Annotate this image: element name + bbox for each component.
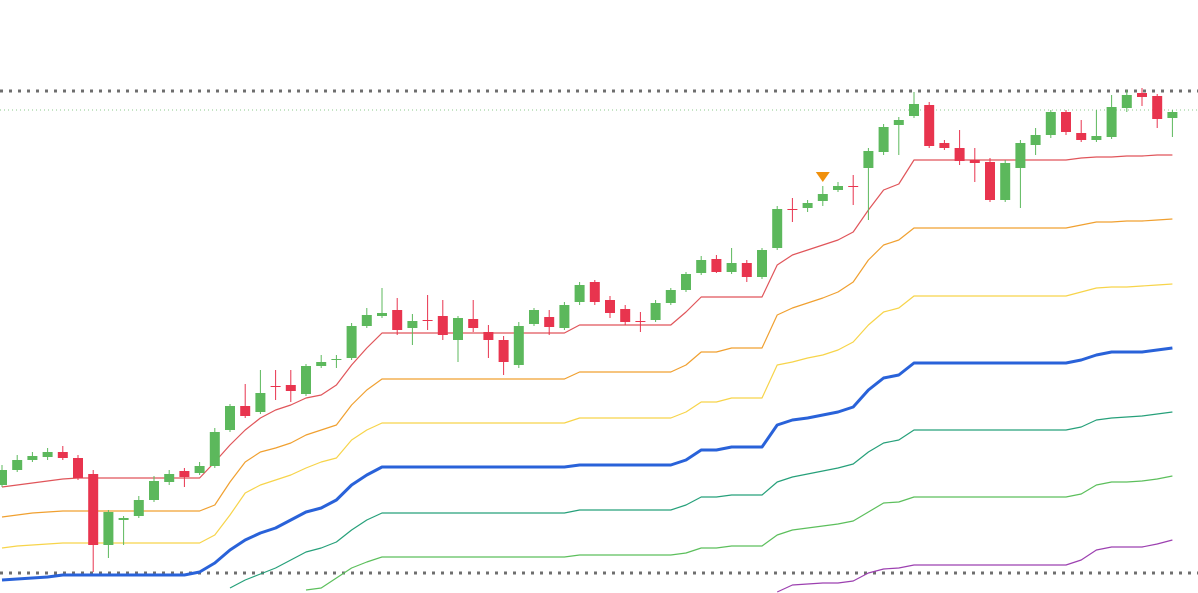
signal-marker bbox=[815, 172, 830, 182]
candle-body bbox=[133, 500, 144, 516]
candle-body bbox=[331, 359, 342, 360]
candle-body bbox=[422, 320, 433, 321]
candle-body bbox=[1167, 112, 1178, 118]
candle-body bbox=[27, 456, 38, 460]
indicator-line bbox=[229, 411, 1173, 589]
candle-body bbox=[513, 326, 524, 365]
candle-body bbox=[529, 310, 539, 324]
candle-body bbox=[893, 120, 904, 125]
candle-body bbox=[665, 290, 676, 303]
candle-body bbox=[1076, 133, 1087, 140]
candle-body bbox=[12, 460, 23, 470]
candle-body bbox=[453, 318, 463, 340]
candle-body bbox=[316, 362, 327, 366]
candle-body bbox=[969, 160, 980, 163]
candle-body bbox=[301, 366, 311, 394]
candle-body bbox=[240, 406, 251, 416]
candle-body bbox=[270, 386, 281, 387]
candle-body bbox=[787, 209, 798, 210]
candle-body bbox=[164, 474, 175, 482]
indicator-line bbox=[1, 283, 1173, 549]
candle-body bbox=[73, 458, 83, 478]
candle-body bbox=[757, 250, 767, 277]
candle-body bbox=[118, 518, 129, 520]
indicator-line bbox=[1, 346, 1173, 582]
candle-body bbox=[225, 406, 235, 430]
candle-body bbox=[1000, 163, 1011, 200]
candle-body bbox=[88, 474, 99, 545]
candle-body bbox=[179, 471, 190, 477]
candle-body bbox=[878, 127, 889, 152]
candle-body bbox=[255, 393, 266, 412]
candle-body bbox=[1152, 96, 1163, 119]
candle-body bbox=[407, 321, 418, 328]
candle-body bbox=[377, 313, 387, 316]
candle-body bbox=[711, 259, 722, 272]
candle-body bbox=[1106, 107, 1117, 137]
candle-body bbox=[924, 105, 935, 146]
candle-body bbox=[635, 321, 646, 322]
candle-body bbox=[392, 310, 403, 330]
candle-body bbox=[42, 452, 53, 457]
indicator-line bbox=[1, 218, 1173, 518]
candle-body bbox=[696, 260, 707, 273]
indicator-line bbox=[776, 539, 1173, 593]
candle-body bbox=[468, 319, 479, 328]
candle-body bbox=[848, 186, 859, 187]
candle-body bbox=[1045, 112, 1056, 135]
candle-body bbox=[559, 305, 570, 328]
candle-body bbox=[1030, 135, 1041, 145]
candle-body bbox=[802, 203, 813, 208]
candle-body bbox=[650, 303, 661, 320]
candle-body bbox=[954, 148, 965, 161]
candle-body bbox=[361, 315, 372, 326]
candle-body bbox=[985, 162, 995, 200]
indicator-line bbox=[1, 154, 1173, 488]
candle-body bbox=[741, 263, 752, 277]
candle-body bbox=[681, 274, 691, 290]
candle-body bbox=[149, 481, 159, 500]
candle-body bbox=[863, 151, 874, 168]
candle-body bbox=[544, 317, 555, 327]
candle-body bbox=[909, 104, 919, 116]
candle-body bbox=[209, 432, 220, 466]
candle-body bbox=[589, 282, 600, 302]
candle-body bbox=[437, 316, 448, 335]
candle-body bbox=[574, 285, 585, 302]
candle-body bbox=[1091, 136, 1102, 140]
candle-body bbox=[726, 263, 737, 272]
candle-body bbox=[483, 332, 494, 340]
candle-body bbox=[1121, 95, 1132, 108]
candle-body bbox=[817, 194, 828, 201]
candle-body bbox=[346, 326, 357, 358]
candle-body bbox=[939, 143, 950, 148]
indicator-line bbox=[305, 475, 1173, 591]
candle-body bbox=[194, 466, 205, 473]
candle-body bbox=[833, 186, 843, 190]
candle-body bbox=[620, 309, 631, 322]
candle-body bbox=[285, 385, 296, 391]
candle-body bbox=[57, 452, 68, 458]
candle-body bbox=[498, 340, 509, 362]
candle-body bbox=[1137, 93, 1147, 97]
candle-body bbox=[103, 512, 114, 545]
candle-body bbox=[0, 470, 7, 485]
candle-body bbox=[605, 300, 615, 313]
candle-body bbox=[772, 209, 783, 248]
candle-body bbox=[1015, 143, 1026, 168]
candle-body bbox=[1061, 112, 1071, 132]
